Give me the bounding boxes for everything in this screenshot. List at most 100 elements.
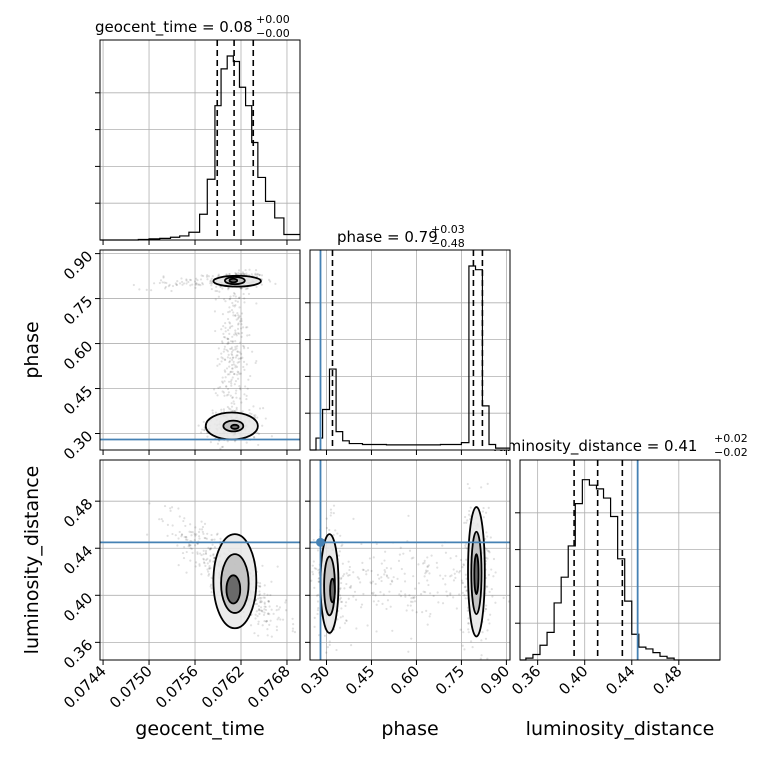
panel-luminosity-distance-vs-phase-sample-point [311,564,314,567]
panel-luminosity-distance-vs-phase-sample-point [484,537,487,541]
panel-phase-vs-geocent-time-sample-point [211,275,214,278]
panel-phase-vs-geocent-time-sample-point [222,324,225,328]
panel-luminosity-distance-vs-geocent-time-sample-point [258,593,261,597]
panel-phase-vs-geocent-time-sample-point [217,295,220,298]
panel-luminosity-distance-vs-geocent-time-sample-point [284,599,288,602]
panel-luminosity-distance-vs-geocent-time-sample-point [281,618,285,621]
panel-phase-vs-geocent-time-sample-point [233,305,236,308]
panel-luminosity-distance-vs-phase-sample-point [325,517,328,520]
panel-luminosity-distance-vs-geocent-time-sample-point [198,563,201,566]
panel-phase-vs-geocent-time-sample-point [237,271,240,275]
panel-luminosity-distance-vs-phase-sample-point [337,554,341,557]
panel-luminosity-distance-vs-geocent-time-sample-point [187,543,191,546]
panel-luminosity-distance-vs-phase-contour-5 [473,553,480,596]
title-phase-sub: −0.48 [431,237,465,250]
panel-phase-vs-geocent-time-sample-point [222,335,226,339]
panel-phase-vs-geocent-time-sample-point [235,408,238,411]
panel-luminosity-distance-vs-phase-sample-point [413,595,416,599]
panel-luminosity-distance-vs-geocent-time-sample-point [180,533,184,536]
panel-luminosity-distance-vs-geocent-time-sample-point [269,619,272,622]
panel-luminosity-distance-vs-phase-sample-point [471,645,474,649]
panel-phase-vs-geocent-time-sample-point [180,277,183,280]
panel-luminosity-distance-vs-phase-sample-point [482,506,485,510]
panel-luminosity-distance-vs-phase-sample-point [392,576,395,579]
panel-luminosity-distance-vs-geocent-time-sample-point [193,532,196,536]
panel-phase-vs-geocent-time-sample-point [258,407,262,410]
panel-luminosity-distance-vs-geocent-time-sample-point [204,564,207,568]
panel-luminosity-distance-vs-phase-sample-point [366,569,370,572]
panel-luminosity-distance-vs-geocent-time-sample-point [291,630,294,633]
panel-luminosity-distance-vs-geocent-time-xtick-label-2: 0.0756 [152,662,202,712]
panel-phase-vs-geocent-time-ytick-label-1: 0.45 [60,382,96,418]
panel-phase-vs-geocent-time-sample-point [224,300,227,303]
panel-luminosity-distance-vs-geocent-time-sample-point [211,538,214,541]
panel-luminosity-distance-vs-phase-sample-point [312,538,315,542]
panel-luminosity-distance-vs-geocent-time-sample-point [213,556,216,559]
hist-geocent-time-step [100,55,300,241]
panel-luminosity-distance-vs-phase-sample-point [465,577,468,580]
panel-phase-vs-geocent-time-sample-point [219,447,222,450]
panel-phase-vs-geocent-time-sample-point [227,337,230,341]
panel-luminosity-distance-vs-phase-sample-point [461,582,464,585]
panel-phase-vs-geocent-time-sample-point [225,273,229,276]
panel-luminosity-distance-vs-phase-sample-point [484,511,488,514]
panel-luminosity-distance-vs-geocent-time-xtick-label-0: 0.0744 [60,662,110,712]
panel-phase-vs-geocent-time-sample-point [269,280,272,283]
panel-luminosity-distance-vs-phase-sample-point [412,575,415,578]
panel-luminosity-distance-vs-geocent-time-sample-point [266,593,269,596]
panel-phase-vs-geocent-time-sample-point [244,269,247,272]
panel-phase-vs-geocent-time-sample-point [244,288,248,291]
panel-luminosity-distance-vs-geocent-time-sample-point [268,623,271,626]
panel-phase-vs-geocent-time-sample-point [222,391,225,394]
panel-luminosity-distance-vs-geocent-time-sample-point [185,536,188,539]
panel-luminosity-distance-vs-phase-sample-point [348,586,351,589]
panel-phase-vs-geocent-time-sample-point [231,396,234,399]
panel-phase-vs-geocent-time-sample-point [250,273,253,276]
panel-phase-vs-geocent-time-sample-point [232,409,235,412]
panel-luminosity-distance-vs-phase-sample-point [486,482,489,485]
panel-phase-vs-geocent-time-sample-point [253,415,256,419]
panel-luminosity-distance-vs-phase-sample-point [410,637,413,640]
panel-luminosity-distance-vs-phase-sample-point [428,572,431,575]
panel-luminosity-distance-vs-phase-sample-point [340,600,343,604]
panel-phase-vs-geocent-time-sample-point [206,274,209,277]
panel-luminosity-distance-vs-geocent-time-sample-point [267,599,270,603]
panel-luminosity-distance-vs-phase-sample-point [313,586,316,589]
panel-phase-vs-geocent-time-sample-point [214,329,217,333]
panel-luminosity-distance-vs-geocent-time-sample-point [291,627,295,630]
panel-luminosity-distance-vs-phase-sample-point [360,603,364,606]
panel-luminosity-distance-vs-phase-sample-point [424,572,427,575]
panel-luminosity-distance-vs-phase-sample-point [348,573,351,577]
panel-phase-vs-geocent-time-sample-point [231,335,234,338]
panel-phase-vs-geocent-time-sample-point [227,286,230,289]
panel-luminosity-distance-vs-phase-sample-point [486,657,489,660]
panel-phase-vs-geocent-time-sample-point [236,327,240,330]
panel-phase-vs-geocent-time-sample-point [221,445,225,448]
panel-phase-vs-geocent-time-sample-point [246,334,249,337]
panel-luminosity-distance-vs-geocent-time-sample-point [210,587,213,590]
panel-luminosity-distance-vs-geocent-time-sample-point [258,601,262,604]
panel-luminosity-distance-vs-geocent-time-sample-point [171,524,174,527]
panel-phase-vs-geocent-time-sample-point [230,384,233,387]
panel-phase-vs-geocent-time-contours [204,274,262,441]
panel-phase-vs-geocent-time-sample-point [238,306,241,309]
panel-luminosity-distance-vs-geocent-time-sample-point [264,605,267,608]
panel-luminosity-distance-vs-phase-sample-point [441,544,444,547]
panel-phase-vs-geocent-time-sample-point [248,268,251,271]
panel-phase-vs-geocent-time-sample-point [161,281,164,284]
panel-luminosity-distance-vs-geocent-time-sample-point [178,530,181,534]
panel-phase-vs-geocent-time-sample-point [244,385,247,388]
panel-phase-vs-geocent-time-sample-point [247,292,251,296]
panel-luminosity-distance-vs-phase-sample-point [467,617,470,620]
panel-phase-vs-geocent-time-sample-point [242,326,245,329]
panel-phase-vs-geocent-time-sample-point [228,332,231,335]
panel-phase-vs-geocent-time-sample-point [242,272,245,275]
panel-luminosity-distance-vs-phase-sample-point [398,593,401,596]
panel-luminosity-distance-vs-phase-sample-point [491,595,494,598]
panel-phase-vs-geocent-time-sample-point [262,407,265,410]
panel-luminosity-distance-vs-geocent-time-sample-point [201,530,204,534]
panel-phase-vs-geocent-time-sample-point [220,445,224,449]
panel-luminosity-distance-vs-geocent-time-sample-point [183,517,186,520]
panel-phase-vs-geocent-time-sample-point [229,340,233,343]
panel-phase-vs-geocent-time-sample-point [238,272,241,276]
